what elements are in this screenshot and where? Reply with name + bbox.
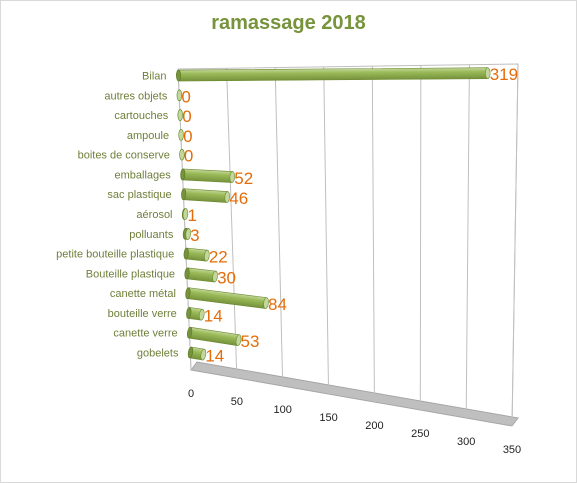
data-label: 0 [181, 87, 190, 106]
data-label: 0 [182, 107, 191, 126]
bar-end-cap [182, 208, 189, 220]
bar-bouteille-plastique [184, 267, 218, 283]
bar-end-cap [204, 249, 210, 262]
data-label: 319 [490, 65, 518, 84]
category-label: bouteille verre [108, 308, 177, 320]
bar-end-cap [185, 228, 191, 240]
gridline [465, 64, 470, 419]
bar-sac-plastique [181, 188, 230, 203]
bar-body [182, 188, 228, 203]
bar-base-cap [187, 346, 194, 359]
bar-base-cap [176, 69, 182, 82]
category-label: Bilan [142, 71, 166, 83]
bar-canette-verre [186, 326, 242, 346]
bar-end-cap [200, 348, 207, 361]
data-label: 53 [241, 332, 260, 351]
data-label: 30 [217, 269, 236, 288]
bar-end-cap [224, 191, 230, 203]
gridline [371, 66, 375, 403]
category-label: cartouches [114, 110, 168, 122]
bar-boites-de-conserve [179, 148, 185, 161]
category-label: autres objets [104, 90, 167, 102]
bar-canette-metal [185, 287, 269, 309]
gridline [511, 63, 519, 427]
bar-polluants [182, 227, 191, 240]
data-label: 3 [190, 226, 199, 245]
category-label: petite bouteille plastique [56, 249, 174, 261]
bar-end-cap [229, 171, 235, 183]
data-label: 46 [229, 189, 248, 208]
bar-end-cap [177, 109, 183, 121]
gridline [419, 65, 422, 411]
bar-body [178, 67, 489, 82]
bar-cartouches [177, 109, 183, 121]
data-label: 22 [209, 248, 228, 267]
category-label: polluants [129, 229, 174, 241]
data-label: 14 [205, 347, 224, 366]
gridline [274, 67, 284, 387]
category-label: gobelets [137, 347, 179, 359]
bar-end-cap [235, 334, 242, 346]
bar-emballages [180, 168, 235, 183]
bar-end-cap [176, 89, 183, 102]
bar-base-cap [183, 247, 189, 260]
chart-floor-shape [190, 361, 519, 427]
bar-base-cap [180, 168, 186, 181]
category-label: Bouteille plastique [86, 268, 175, 280]
bar-end-cap [485, 67, 491, 80]
category-label: sac plastique [107, 189, 171, 201]
bar-base-cap [186, 326, 193, 339]
bar-body [186, 287, 268, 309]
data-label: 0 [184, 147, 193, 166]
bar-autres-objets [176, 89, 183, 102]
data-label: 1 [187, 206, 196, 225]
bar-gobelets [187, 346, 207, 361]
bar-aerosol [181, 208, 189, 220]
data-label: 52 [234, 169, 253, 188]
x-tick-label: 350 [503, 444, 521, 456]
category-label: aérosol [136, 209, 172, 221]
x-axis-ticks: 0 50 100 150 200 250 300 350 [188, 388, 521, 456]
bar-bouteille-verre [186, 307, 205, 321]
x-tick-label: 300 [457, 436, 475, 448]
gridline [226, 68, 238, 379]
chart-floor [190, 361, 519, 427]
bar-base-cap [181, 188, 187, 201]
bar-body [188, 326, 240, 346]
category-label: canette verre [113, 328, 177, 340]
category-label: boites de conserve [78, 150, 170, 162]
bar-end-cap [212, 270, 218, 283]
x-tick-label: 50 [231, 396, 243, 408]
bar-bilan [176, 67, 491, 82]
data-label: 14 [204, 307, 223, 326]
x-tick-label: 0 [188, 388, 194, 400]
x-tick-label: 100 [274, 404, 292, 416]
bar-ampoule [178, 129, 184, 141]
bar-body [182, 168, 233, 183]
bar-body [186, 267, 217, 283]
category-label: emballages [115, 169, 172, 181]
x-tick-label: 200 [365, 420, 383, 432]
bar-base-cap [185, 287, 191, 299]
bar-end-cap [263, 297, 269, 309]
bar-end-cap [198, 308, 205, 321]
x-tick-label: 250 [411, 428, 429, 440]
category-label: ampoule [127, 130, 169, 142]
bar-petite-bouteille-plastique [183, 247, 210, 262]
bar-base-cap [186, 307, 192, 319]
bar-end-cap [179, 148, 185, 161]
category-labels: Bilan autres objets cartouches ampoule boite… [56, 71, 179, 360]
data-label: 84 [268, 295, 287, 314]
gridline [323, 66, 330, 395]
bar-end-cap [178, 129, 184, 141]
chart-title: ramassage 2018 [211, 12, 366, 34]
bar-body [185, 247, 208, 262]
x-tick-label: 150 [319, 412, 337, 424]
data-label: 0 [183, 127, 192, 146]
bars [176, 67, 491, 361]
category-label: canette métal [110, 288, 176, 300]
